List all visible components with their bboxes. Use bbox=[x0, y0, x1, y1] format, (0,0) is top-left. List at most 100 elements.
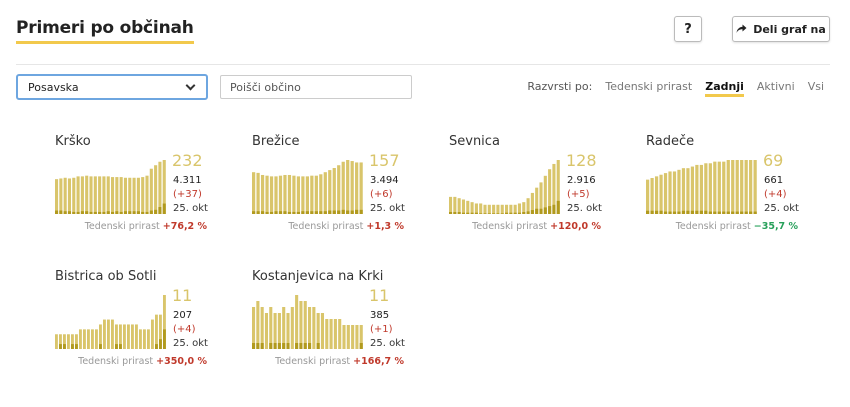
municipality-card[interactable]: Bistrica ob Sotli 11 207 (+4) 25. okt Te… bbox=[55, 269, 245, 379]
sparkline-bar bbox=[75, 334, 78, 349]
weekly-growth: Tedenski prirast +350,0 % bbox=[78, 356, 207, 367]
sparkline-new-cases-bar bbox=[753, 211, 757, 214]
sparkline-bar bbox=[466, 200, 470, 214]
page-title: Primeri po občinah bbox=[16, 18, 194, 44]
sparkline-bar bbox=[539, 182, 543, 214]
share-arrow-icon bbox=[736, 24, 747, 33]
sparkline-bar bbox=[453, 196, 457, 214]
sparkline-new-cases-bar bbox=[316, 343, 320, 349]
weekly-growth-label: Tedenski prirast bbox=[472, 221, 548, 232]
sparkline-bar bbox=[552, 163, 556, 214]
daily-delta: (+4) bbox=[173, 324, 196, 335]
sparkline-bar bbox=[159, 314, 162, 349]
sparkline-bar bbox=[145, 175, 149, 214]
sparkline-bar bbox=[63, 334, 66, 349]
sparkline-bar bbox=[282, 307, 286, 349]
sparkline-bar bbox=[548, 169, 552, 214]
sparkline-bar bbox=[704, 163, 708, 214]
sparkline-chart bbox=[55, 295, 166, 349]
sparkline-bar bbox=[323, 172, 327, 214]
sparkline-bar bbox=[135, 324, 138, 349]
sparkline-new-cases-bar bbox=[530, 210, 534, 214]
sparkline-bar bbox=[314, 175, 318, 214]
sparkline-bar bbox=[305, 176, 309, 214]
sparkline-new-cases-bar bbox=[505, 212, 509, 214]
sparkline-new-cases-bar bbox=[517, 212, 522, 214]
sparkline-new-cases-bar bbox=[296, 211, 301, 214]
sparkline-new-cases-bar bbox=[457, 212, 461, 214]
municipality-search-input[interactable] bbox=[220, 75, 412, 99]
sparkline-bar bbox=[355, 325, 359, 349]
sparkline-bar bbox=[277, 313, 281, 349]
sparkline-bar bbox=[296, 176, 301, 214]
sparkline-new-cases-bar bbox=[492, 213, 496, 214]
sparkline-bar bbox=[132, 177, 136, 214]
sparkline-new-cases-bar bbox=[668, 211, 672, 214]
municipality-card[interactable]: Kostanjevica na Krki 11 385 (+1) 25. okt… bbox=[252, 269, 442, 379]
sparkline-bar bbox=[513, 204, 517, 214]
total-cases: 385 bbox=[370, 310, 390, 321]
sparkline-new-cases-bar bbox=[654, 210, 659, 214]
sort-option-latest[interactable]: Zadnji bbox=[705, 80, 744, 97]
sparkline-bar bbox=[359, 325, 363, 349]
sparkline-bar bbox=[483, 204, 487, 214]
date-label: 25. okt bbox=[567, 203, 602, 214]
sparkline-bar bbox=[283, 174, 287, 214]
share-button[interactable]: Deli graf na bbox=[732, 16, 830, 42]
sparkline-bar bbox=[663, 173, 668, 214]
sparkline-bar bbox=[319, 174, 323, 214]
total-cases: 207 bbox=[173, 310, 193, 321]
date-label: 25. okt bbox=[764, 203, 799, 214]
sort-option-all[interactable]: Vsi bbox=[807, 80, 824, 93]
daily-delta: (+6) bbox=[370, 189, 393, 200]
municipality-card[interactable]: Brežice 157 3.494 (+6) 25. okt Tedenski … bbox=[252, 134, 442, 244]
sparkline-bar bbox=[127, 324, 130, 349]
sparkline-new-cases-bar bbox=[646, 210, 650, 214]
header-divider bbox=[16, 64, 830, 65]
sparkline-bar bbox=[535, 187, 539, 214]
sparkline-bar bbox=[310, 175, 314, 214]
sparkline-new-cases-bar bbox=[535, 208, 539, 214]
sparkline-bar bbox=[286, 313, 290, 349]
sparkline-bar bbox=[346, 325, 350, 349]
weekly-growth: Tedenski prirast +76,2 % bbox=[85, 221, 207, 232]
sparkline-bar bbox=[155, 314, 158, 349]
sparkline-bar bbox=[522, 202, 526, 214]
sparkline-bar bbox=[735, 160, 739, 214]
sparkline-new-cases-bar bbox=[274, 211, 278, 214]
sparkline-bar bbox=[708, 163, 712, 214]
sparkline-bar bbox=[106, 176, 110, 214]
sparkline-new-cases-bar bbox=[282, 343, 286, 349]
sparkline-bar bbox=[71, 334, 74, 349]
weekly-growth: Tedenski prirast −35,7 % bbox=[676, 221, 798, 232]
sparkline-new-cases-bar bbox=[663, 211, 668, 214]
sparkline-bar bbox=[505, 204, 509, 214]
sparkline-bar bbox=[264, 313, 269, 349]
sparkline-new-cases-bar bbox=[75, 344, 78, 349]
help-button[interactable]: ? bbox=[674, 16, 702, 42]
municipality-name: Kostanjevica na Krki bbox=[252, 269, 384, 284]
sparkline-bar bbox=[265, 175, 269, 214]
weekly-growth-label: Tedenski prirast bbox=[675, 221, 751, 232]
sparkline-bar bbox=[123, 177, 128, 214]
sparkline-bar bbox=[136, 177, 140, 214]
sparkline-bar bbox=[342, 325, 346, 349]
sparkline-new-cases-bar bbox=[299, 343, 303, 349]
sparkline-bar bbox=[72, 177, 76, 214]
sparkline-bar bbox=[115, 324, 118, 349]
sparkline-new-cases-bar bbox=[552, 204, 556, 214]
region-select[interactable]: Posavska bbox=[16, 74, 208, 100]
sparkline-bar bbox=[98, 176, 102, 214]
sparkline-new-cases-bar bbox=[111, 211, 115, 214]
sparkline-new-cases-bar bbox=[556, 200, 560, 214]
municipality-card[interactable]: Radeče 69 661 (+4) 25. okt Tedenski prir… bbox=[646, 134, 836, 244]
sparkline-new-cases-bar bbox=[154, 209, 158, 214]
sparkline-new-cases-bar bbox=[63, 344, 66, 349]
sparkline-bar bbox=[83, 329, 86, 349]
weekly-growth-value: +120,0 % bbox=[550, 221, 601, 232]
sort-option-active[interactable]: Aktivni bbox=[756, 80, 795, 93]
municipality-card[interactable]: Krško 232 4.311 (+37) 25. okt Tedenski p… bbox=[55, 134, 245, 244]
sparkline-bar bbox=[99, 324, 102, 349]
sort-option-weekly-growth[interactable]: Tedenski prirast bbox=[605, 80, 693, 93]
municipality-card[interactable]: Sevnica 128 2.916 (+5) 25. okt Tedenski … bbox=[449, 134, 639, 244]
